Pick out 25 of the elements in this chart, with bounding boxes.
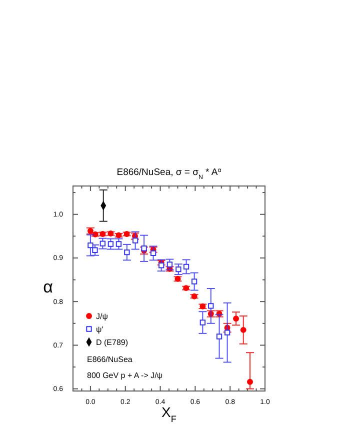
annotation: 800 GeV p + A -> J/ψ [87,371,163,380]
point [88,242,94,248]
point [124,249,130,256]
point [208,303,214,309]
point [108,241,114,247]
x-axis-title: X$_{F}$ [162,404,177,424]
point [240,326,246,333]
point [216,334,222,340]
point [132,238,138,244]
point [247,378,253,385]
point [116,241,122,247]
point [191,278,198,284]
point [183,264,190,270]
y-axis-title: α [43,278,54,296]
legend-label: J/ψ [96,312,108,321]
legend-label: D (E789) [96,338,128,347]
point [224,330,230,336]
chart-title: E866/NuSea, σ = σ$_{N}$ * A$^{α}$ [116,166,222,180]
annotation: E866/NuSea [87,355,133,364]
point [176,266,182,272]
legend-label: ψ' [96,325,104,334]
point [233,316,240,322]
point [200,320,206,326]
point [100,240,106,246]
point [92,247,98,253]
